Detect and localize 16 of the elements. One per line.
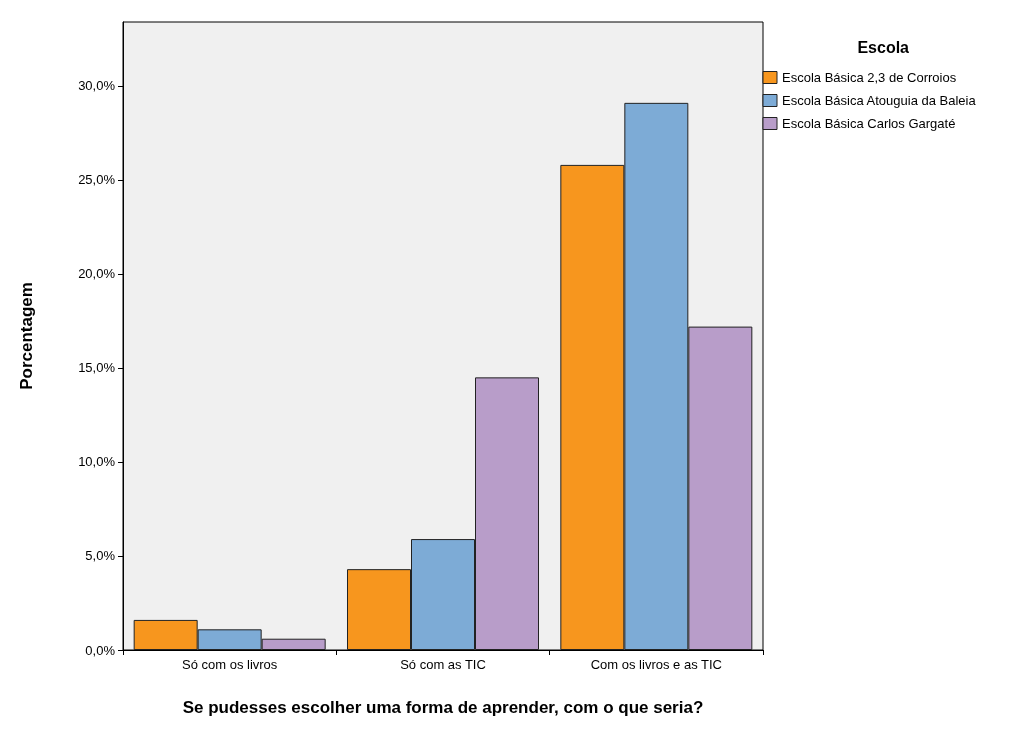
y-tick-label: 5,0% <box>85 548 116 564</box>
legend-label: Escola Básica Carlos Gargaté <box>782 116 956 131</box>
y-axis-title: Porcentagem <box>17 282 36 390</box>
legend-label: Escola Básica 2,3 de Corroios <box>782 70 957 85</box>
y-tick-label: 20,0% <box>78 266 116 282</box>
y-tick-label: 15,0% <box>78 360 116 376</box>
legend-label: Escola Básica Atouguia da Baleia <box>782 93 977 108</box>
y-tick-label: 25,0% <box>78 172 116 188</box>
x-tick-label: Com os livros e as TIC <box>590 657 722 672</box>
y-tick-label: 10,0% <box>78 454 116 470</box>
x-tick-label: Só com as TIC <box>400 657 486 672</box>
legend-title: Escola <box>857 38 910 56</box>
x-tick-label: Só com os livros <box>181 657 278 672</box>
x-axis-title: Se pudesses escolher uma forma de aprender, com o que seria? <box>182 698 704 717</box>
y-tick-label: 30,0% <box>78 78 116 94</box>
y-tick-label: 0,0% <box>85 642 116 658</box>
